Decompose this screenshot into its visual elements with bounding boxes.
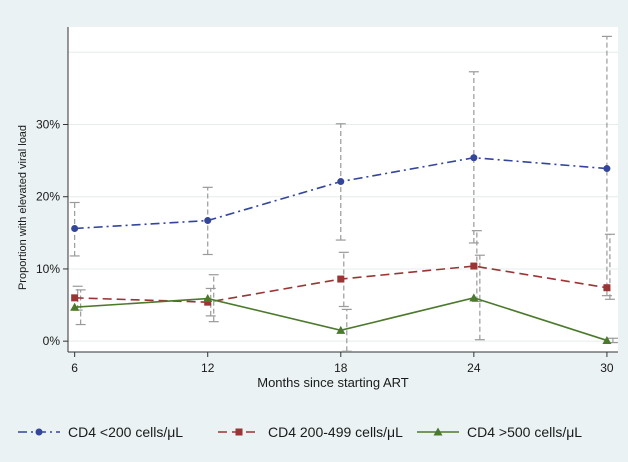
data-point-marker bbox=[470, 154, 478, 162]
y-tick-label: 0% bbox=[43, 334, 61, 348]
data-point-marker bbox=[336, 325, 346, 334]
data-point-marker bbox=[433, 427, 443, 436]
legend-label: CD4 200-499 cells/μL bbox=[268, 424, 403, 440]
legend-label: CD4 <200 cells/μL bbox=[68, 424, 183, 440]
legend-item-0: CD4 <200 cells/μL bbox=[18, 424, 183, 440]
x-tick-label: 12 bbox=[201, 361, 215, 375]
y-axis-title: Proportion with elevated viral load bbox=[17, 125, 29, 290]
y-tick-label: 10% bbox=[36, 262, 60, 276]
y-tick-label: 20% bbox=[36, 190, 60, 204]
data-point-marker bbox=[603, 165, 611, 173]
data-point-marker bbox=[204, 217, 212, 225]
legend-item-2: CD4 >500 cells/μL bbox=[417, 424, 582, 440]
x-tick-label: 24 bbox=[467, 361, 481, 375]
y-tick-label: 30% bbox=[36, 118, 60, 132]
series-0 bbox=[71, 154, 611, 232]
data-point-marker bbox=[337, 178, 345, 186]
data-point-marker bbox=[337, 275, 345, 283]
data-point-marker bbox=[71, 225, 79, 232]
data-point-marker bbox=[204, 298, 212, 306]
x-tick-label: 18 bbox=[334, 361, 348, 375]
data-point-marker bbox=[603, 284, 611, 292]
x-tick-label: 6 bbox=[71, 361, 78, 375]
series-2 bbox=[70, 293, 612, 344]
x-axis-title: Months since starting ART bbox=[257, 375, 409, 390]
data-point-marker bbox=[71, 294, 79, 302]
data-point-marker bbox=[602, 335, 612, 344]
legend-item-1: CD4 200-499 cells/μL bbox=[218, 424, 403, 440]
data-point-marker bbox=[35, 428, 43, 436]
data-point-marker bbox=[70, 302, 80, 311]
data-point-marker bbox=[469, 293, 479, 302]
data-point-marker bbox=[203, 294, 213, 303]
x-tick-label: 30 bbox=[600, 361, 614, 375]
plot-area bbox=[68, 27, 618, 352]
data-point-marker bbox=[470, 262, 478, 270]
legend-label: CD4 >500 cells/μL bbox=[467, 424, 582, 440]
data-point-marker bbox=[235, 428, 243, 436]
